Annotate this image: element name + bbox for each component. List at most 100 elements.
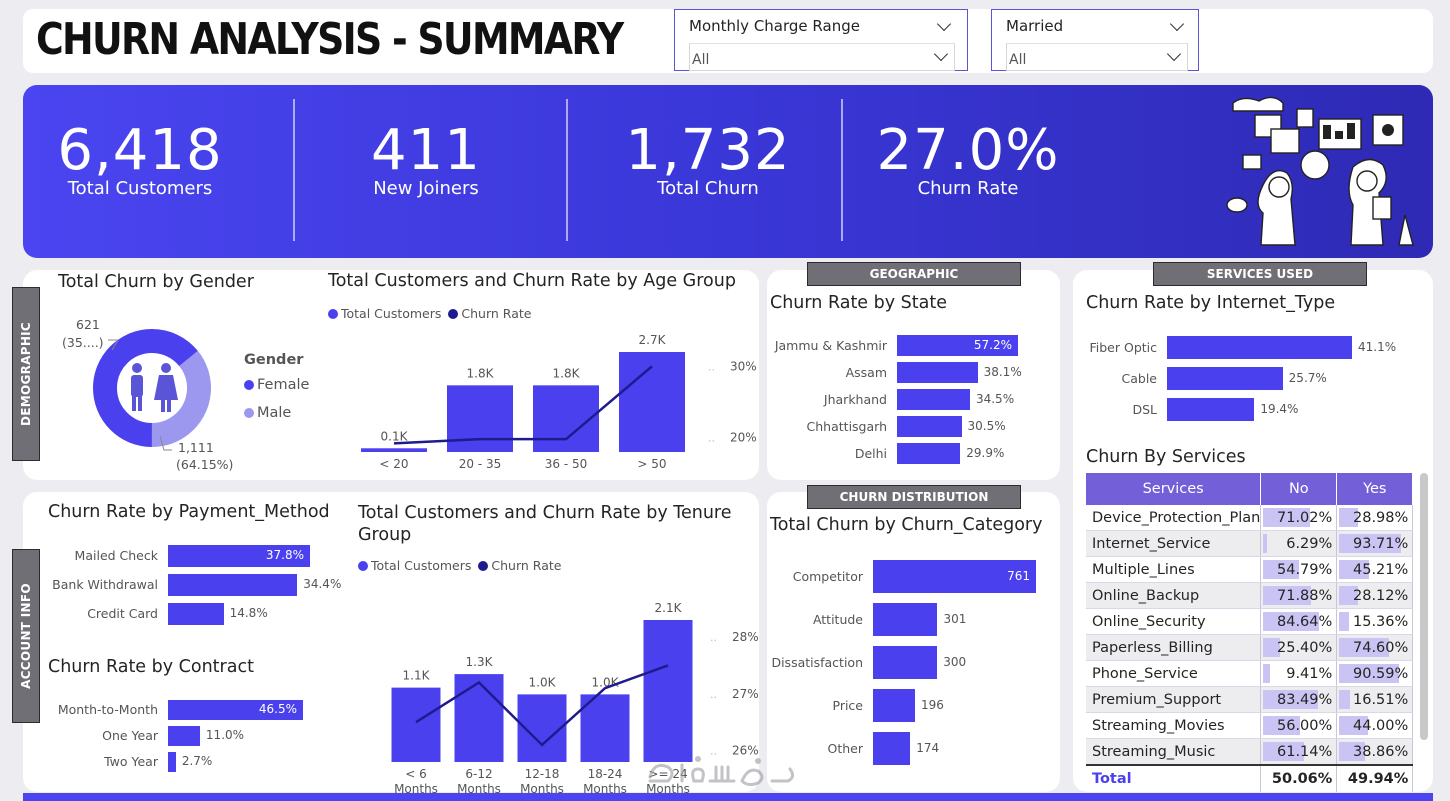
bar[interactable] <box>873 689 915 722</box>
kpi-label: Total Churn <box>657 178 759 199</box>
axis-tick-label: > 50 <box>637 457 666 471</box>
bar[interactable] <box>533 385 599 452</box>
bar[interactable] <box>580 694 630 762</box>
chevron-down-icon[interactable] <box>936 16 952 32</box>
monthly-charge-dropdown[interactable]: All <box>689 43 955 71</box>
bar-value-label: 2.7% <box>181 754 213 768</box>
bar-category-label: Jharkhand <box>823 391 887 407</box>
bar[interactable] <box>391 687 441 762</box>
cell-value: 61.14% <box>1277 743 1333 760</box>
bar-value-label: 30.5% <box>967 418 1006 433</box>
section-tab-demographic[interactable]: DEMOGRAPHIC <box>12 287 40 461</box>
bar[interactable] <box>168 700 303 720</box>
service-name-cell: Online_Backup <box>1086 582 1262 609</box>
legend-label[interactable]: Churn Rate <box>461 306 532 321</box>
cell-value: 15.36% <box>1353 613 1409 630</box>
bar[interactable] <box>873 646 938 679</box>
legend-label[interactable]: Total Customers <box>341 306 442 321</box>
section-tab-account-info[interactable]: ACCOUNT INFO <box>12 549 40 723</box>
column-header[interactable]: Services <box>1086 473 1262 505</box>
bar[interactable] <box>168 545 310 567</box>
cell-value: 83.49% <box>1277 691 1333 708</box>
bar[interactable] <box>168 726 200 746</box>
monthly-charge-slicer[interactable]: Monthly Charge Range All <box>674 9 968 71</box>
legend-item-female[interactable]: Female <box>244 377 309 393</box>
churn-rate-line[interactable] <box>415 664 669 747</box>
data-bar <box>1339 534 1402 553</box>
table-row[interactable]: Device_Protection_Plan 71.02% 28.98% <box>1086 505 1414 531</box>
bar[interactable] <box>168 603 224 625</box>
bar[interactable] <box>897 362 978 383</box>
account-info-card <box>23 492 759 792</box>
bar[interactable] <box>447 385 513 452</box>
table-row[interactable]: Streaming_Music 61.14% 38.86% <box>1086 738 1414 766</box>
bar-value-label: 1.1K <box>403 669 431 683</box>
bar-value-label: 46.5% <box>258 702 297 716</box>
data-bar <box>1263 612 1320 631</box>
bar-category-label: Mailed Check <box>74 548 158 563</box>
bar-category-label: Jammu & Kashmir <box>774 337 887 353</box>
bar[interactable] <box>873 560 1036 593</box>
bar[interactable] <box>361 448 427 452</box>
section-label: DEMOGRAPHIC <box>19 321 33 427</box>
section-tab-churn-distribution[interactable]: CHURN DISTRIBUTION <box>807 485 1021 509</box>
service-name-cell: Online_Security <box>1086 608 1262 635</box>
bar[interactable] <box>454 674 504 762</box>
table-row[interactable]: Online_Backup 71.88% 28.12% <box>1086 582 1414 609</box>
bar[interactable] <box>897 335 1018 356</box>
bar[interactable] <box>1167 398 1255 421</box>
kpi-new-joiners: 411 New Joiners <box>311 120 541 200</box>
table-row[interactable]: Premium_Support 83.49% 16.51% <box>1086 686 1414 713</box>
column-header[interactable]: No <box>1260 473 1338 505</box>
section-label: SERVICES USED <box>1206 267 1314 281</box>
bar[interactable] <box>168 574 298 596</box>
bar[interactable] <box>619 352 685 452</box>
data-bar <box>1263 560 1300 579</box>
bar[interactable] <box>897 389 970 410</box>
table-row[interactable]: Paperless_Billing 25.40% 74.60% <box>1086 634 1414 661</box>
kpi-value: 6,418 <box>57 118 223 183</box>
female-male-icon <box>131 363 178 412</box>
bar[interactable] <box>873 732 911 765</box>
bar[interactable] <box>873 603 938 636</box>
legend-label[interactable]: Churn Rate <box>491 558 562 573</box>
bar[interactable] <box>897 416 962 437</box>
chevron-down-icon[interactable] <box>1169 16 1185 32</box>
data-bar <box>1263 716 1301 735</box>
bar-category-label: Fiber Optic <box>1089 339 1157 355</box>
married-dropdown[interactable]: All <box>1006 43 1188 71</box>
no-pct-cell: 54.79% <box>1260 556 1338 583</box>
bar-value-label: 761 <box>1007 568 1030 583</box>
bar[interactable] <box>1167 367 1283 390</box>
no-pct-cell: 84.64% <box>1260 608 1338 635</box>
table-row[interactable]: Online_Security 84.64% 15.36% <box>1086 608 1414 635</box>
bar-value-label: 25.7% <box>1288 370 1327 385</box>
axis-tick-label: < 20 <box>379 457 408 471</box>
bar[interactable] <box>897 443 961 464</box>
churn-rate-line[interactable] <box>393 365 653 445</box>
column-header[interactable]: Yes <box>1336 473 1414 505</box>
legend-label[interactable]: Total Customers <box>371 558 472 573</box>
legend-item-male[interactable]: Male <box>244 405 291 421</box>
donut-slice-male[interactable] <box>86 322 218 454</box>
table-scrollbar[interactable] <box>1420 473 1428 740</box>
table-row[interactable]: Multiple_Lines 54.79% 45.21% <box>1086 556 1414 583</box>
data-bar <box>1339 560 1370 579</box>
bar[interactable] <box>168 752 176 772</box>
section-tab-geographic[interactable]: GEOGRAPHIC <box>807 262 1021 286</box>
legend-label: Male <box>257 405 292 421</box>
bar[interactable] <box>1167 336 1352 359</box>
bar-value-label: 11.0% <box>205 728 245 742</box>
table-row[interactable]: Internet_Service 6.29% 93.71% <box>1086 530 1414 557</box>
bar[interactable] <box>643 620 693 762</box>
axis-tick-label: Months <box>646 782 690 796</box>
age-legend: Total Customers Churn Rate <box>328 306 531 321</box>
cell-value: 28.98% <box>1353 509 1409 526</box>
married-slicer[interactable]: Married All <box>991 9 1199 71</box>
table-row[interactable]: Streaming_Movies 56.00% 44.00% <box>1086 712 1414 739</box>
service-name-cell: Streaming_Movies <box>1086 712 1262 739</box>
gender-legend-title: Gender <box>244 352 304 368</box>
section-tab-services-used[interactable]: SERVICES USED <box>1153 262 1367 286</box>
cell-value: 44.00% <box>1353 717 1409 734</box>
table-row[interactable]: Phone_Service 9.41% 90.59% <box>1086 660 1414 687</box>
